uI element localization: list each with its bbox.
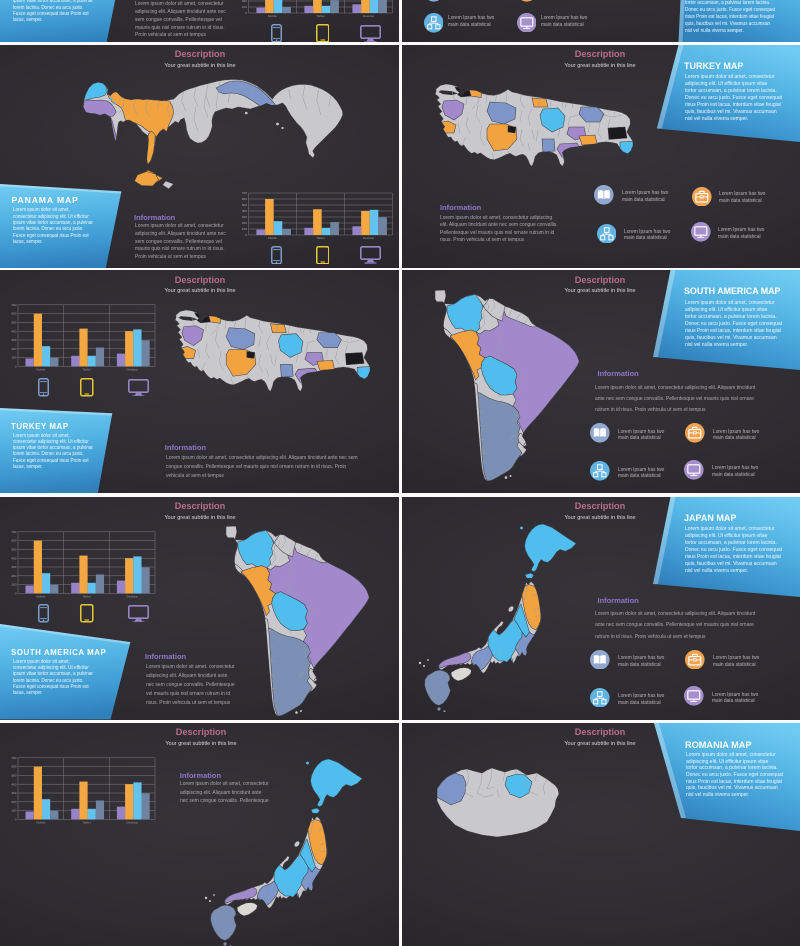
- svg-text:500: 500: [11, 321, 16, 325]
- svg-text:600: 600: [11, 312, 16, 316]
- svg-text:Mobile: Mobile: [268, 14, 277, 18]
- svg-text:200: 200: [11, 347, 16, 351]
- svg-text:100: 100: [11, 356, 16, 360]
- svg-text:Desktop: Desktop: [127, 368, 139, 372]
- svg-text:0: 0: [15, 591, 17, 595]
- svg-text:Tablet: Tablet: [316, 14, 324, 18]
- svg-text:300: 300: [11, 565, 16, 569]
- svg-text:Mobile: Mobile: [36, 820, 45, 824]
- svg-text:100: 100: [11, 808, 16, 812]
- svg-text:0: 0: [245, 233, 247, 237]
- svg-text:500: 500: [11, 547, 16, 551]
- svg-text:200: 200: [11, 800, 16, 804]
- svg-text:Desktop: Desktop: [127, 820, 139, 824]
- svg-text:600: 600: [11, 764, 16, 768]
- svg-text:Tablet: Tablet: [82, 368, 90, 372]
- svg-text:Desktop: Desktop: [363, 14, 375, 18]
- svg-text:Desktop: Desktop: [363, 236, 375, 240]
- svg-text:Mobile: Mobile: [268, 236, 277, 240]
- svg-text:200: 200: [242, 221, 247, 225]
- svg-text:300: 300: [242, 215, 247, 219]
- svg-text:Tablet: Tablet: [316, 236, 324, 240]
- svg-text:400: 400: [242, 209, 247, 213]
- svg-text:400: 400: [11, 556, 16, 560]
- svg-text:300: 300: [11, 338, 16, 342]
- svg-text:700: 700: [11, 529, 16, 533]
- svg-text:400: 400: [11, 330, 16, 334]
- svg-text:100: 100: [242, 227, 247, 231]
- svg-text:500: 500: [242, 203, 247, 207]
- svg-text:700: 700: [242, 191, 247, 195]
- svg-text:0: 0: [15, 817, 17, 821]
- svg-text:0: 0: [245, 11, 247, 15]
- svg-text:600: 600: [11, 538, 16, 542]
- svg-text:100: 100: [242, 5, 247, 9]
- svg-text:Mobile: Mobile: [36, 594, 45, 598]
- svg-text:200: 200: [242, 0, 247, 3]
- svg-text:300: 300: [11, 791, 16, 795]
- svg-text:700: 700: [11, 756, 16, 760]
- svg-text:Tablet: Tablet: [82, 594, 90, 598]
- svg-text:Desktop: Desktop: [127, 594, 139, 598]
- svg-text:700: 700: [11, 303, 16, 307]
- svg-text:100: 100: [11, 582, 16, 586]
- svg-text:Tablet: Tablet: [82, 820, 90, 824]
- svg-text:600: 600: [242, 197, 247, 201]
- svg-text:400: 400: [11, 782, 16, 786]
- svg-text:Mobile: Mobile: [36, 368, 45, 372]
- svg-text:200: 200: [11, 573, 16, 577]
- svg-text:500: 500: [11, 773, 16, 777]
- svg-text:0: 0: [15, 365, 17, 369]
